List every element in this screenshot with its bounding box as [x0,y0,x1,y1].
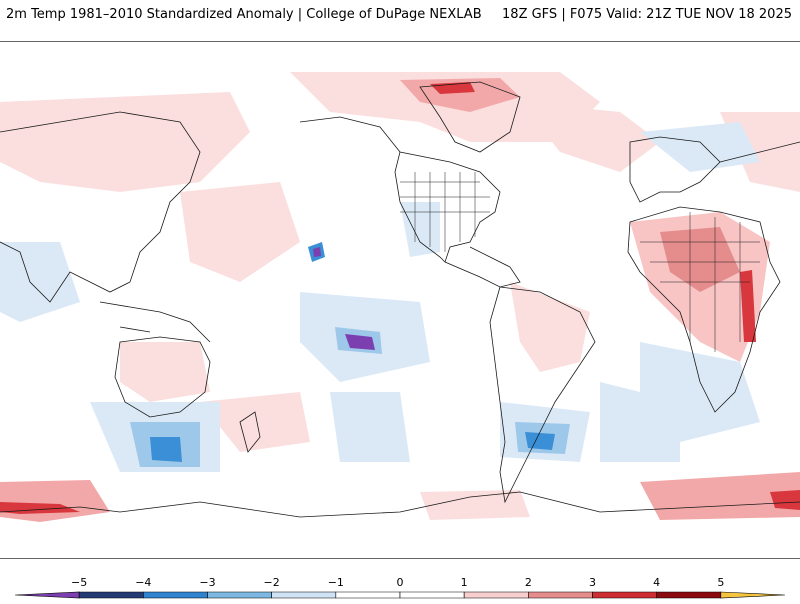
colorbar-segment [399,591,465,599]
colorbar-segment [463,591,529,599]
cool-anomaly-hawaii-peak [313,247,321,257]
colorbar-segment [720,591,786,599]
colorbar-segment [335,591,401,599]
warm-anomaly-antarctica-west [0,480,110,522]
map-title: 2m Temp 1981–2010 Standardized Anomaly |… [6,7,482,22]
south-america-outline [489,286,596,504]
colorbar-tick-label: 0 [397,576,404,589]
colorbar-svg: −5 −4 −3 −2 −1 0 1 2 3 4 5 [14,576,786,599]
cool-anomaly-central-pacific-peak [345,334,375,350]
warm-anomaly-africa-core [660,227,740,292]
warm-anomaly-australia [120,342,210,402]
colorbar-tick-label: 4 [653,576,660,589]
warm-anomaly-east-africa [740,270,756,342]
warm-anomaly-pacific [180,182,300,282]
cool-anomaly-south-atlantic [600,382,680,462]
map-header: 2m Temp 1981–2010 Standardized Anomaly |… [0,0,800,28]
state-boundaries [400,172,490,252]
cool-anomaly-western-us [400,202,440,257]
colorbar-segment [592,591,657,599]
colorbar-segment [207,591,272,599]
warm-anomaly-antarctica-far-east-core [770,490,800,510]
colorbar-segment [271,591,337,599]
colorbar-tick-label: 2 [525,576,532,589]
colorbar-tick-label: −5 [71,576,87,589]
colorbar-tick-label: −4 [135,576,151,589]
cool-anomaly-south-indian-peak [150,437,182,462]
anomaly-map [0,41,800,559]
cool-anomaly-argentina-peak [525,432,555,450]
colorbar-segment [78,591,144,599]
colorbar-tick-label: −3 [199,576,215,589]
warm-anomaly-europe [520,102,660,172]
colorbar-segment [656,591,722,599]
maritime-continent-outline [99,301,211,343]
colorbar-segment [528,591,593,599]
warm-anomaly-antarctica-east [420,490,530,520]
anomaly-shading [0,72,800,522]
africa-outline [627,206,781,413]
warm-anomaly-south-america [510,282,590,372]
new-zealand-outline [239,411,261,453]
colorbar-tick-label: 1 [461,576,468,589]
colorbar-legend: −5 −4 −3 −2 −1 0 1 2 3 4 5 [0,570,800,600]
map-canvas [0,72,800,522]
colorbar-tick-label: 5 [717,576,724,589]
asia-outline [0,111,800,303]
coastlines [0,81,800,518]
colorbar-tick-label: 3 [589,576,596,589]
colorbar-tick-label: −2 [264,576,280,589]
model-run-info: 18Z GFS | F075 Valid: 21Z TUE NOV 18 202… [502,7,792,22]
cool-anomaly-north-atlantic [640,122,760,172]
warm-anomaly-south-pacific [200,392,310,452]
cool-anomaly-east-pacific [0,242,80,322]
cool-anomaly-tasman [330,392,410,462]
australia-outline [114,336,211,418]
greenland-outline [419,81,521,153]
warm-anomaly-asia [0,92,250,192]
antarctica-outline [0,491,800,518]
colorbar-segment [143,591,208,599]
africa-country-boundaries [640,212,760,352]
colorbar-segment [14,591,80,599]
colorbar-tick-label: −1 [328,576,344,589]
europe-outline [629,136,721,203]
